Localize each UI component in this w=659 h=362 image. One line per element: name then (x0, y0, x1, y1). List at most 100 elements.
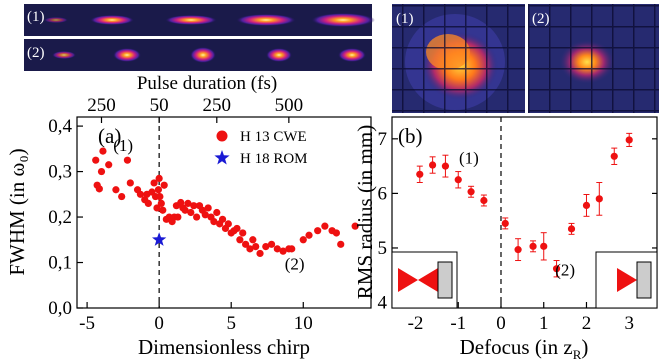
inset-focus-after (595, 251, 658, 309)
data-point (454, 176, 462, 184)
data-point-h13 (351, 222, 359, 230)
data-point-h13 (99, 147, 107, 155)
data-point-h13 (314, 227, 322, 235)
data-point-h13 (305, 231, 313, 239)
data-point-h13 (246, 245, 254, 253)
x-tick-label: -1 (450, 313, 466, 334)
chart-b-xlabel: Defocus (in zR) (460, 335, 589, 362)
chart-b: (b) -2 -1 0 1 2 3 4 5 6 7 (1) (2) RMS radius (in m… (353, 116, 658, 362)
data-point-h13 (150, 179, 158, 187)
annotation-label: (1) (459, 148, 479, 167)
harmonic-strips: (1) (2) (24, 4, 375, 71)
data-point-h13 (273, 245, 281, 253)
top-tick-label: 50 (150, 95, 169, 116)
data-point-h13 (155, 174, 163, 182)
data-point-h13 (154, 186, 163, 194)
data-point (540, 242, 548, 250)
chart-a-top-axis-label: Pulse duration (fs) (137, 73, 277, 94)
data-point-h13 (249, 236, 257, 244)
x-tick-label: 2 (582, 313, 592, 334)
data-point (501, 219, 509, 228)
chart-a-ticks: -5 0 5 10 0,0 0,1 0,2 0,3 0,4 250 50 250 500 (48, 95, 313, 334)
chart-b-xlabel-main: Defocus (in z (460, 335, 573, 359)
data-point-h13 (123, 156, 132, 164)
x-tick-label: 3 (624, 313, 634, 334)
y-tick-label: 0,4 (48, 116, 72, 137)
legend-item-h13-cwe: H 13 CWE (240, 129, 307, 145)
data-point (529, 242, 537, 250)
data-point-h13 (332, 229, 341, 237)
data-point-h13 (160, 181, 168, 189)
data-point-h13 (112, 186, 120, 194)
top-tick-label: 500 (275, 95, 304, 116)
x-tick-label: -5 (79, 313, 95, 334)
strip-label-1: (1) (27, 9, 45, 25)
data-point-h13 (193, 213, 201, 221)
chart-b-points (416, 132, 633, 278)
data-point-h13 (153, 204, 161, 212)
data-point (595, 195, 603, 203)
y-tick-label: 6 (378, 183, 388, 204)
data-point-h13 (233, 224, 241, 233)
strip-2-spots (52, 47, 366, 63)
y-tick-label: 0,2 (48, 207, 72, 228)
annotation-label: (1) (113, 136, 133, 155)
y-tick-label: 5 (378, 238, 388, 259)
y-tick-label: 0,3 (48, 162, 72, 183)
chart-a-xlabel: Dimensionless chirp (138, 335, 310, 359)
data-point-h13 (126, 179, 134, 187)
data-point-h13 (105, 161, 113, 169)
x-tick-label: 5 (226, 313, 236, 334)
y-tick-label: 0,1 (48, 253, 72, 274)
y-tick-label: 4 (378, 293, 388, 314)
x-tick-label: -2 (408, 313, 424, 334)
data-point (429, 161, 437, 169)
data-point (610, 152, 618, 160)
chart-b-xlabel-sub: R (573, 347, 582, 362)
inset-focus-before (391, 251, 458, 309)
top-tick-label: 250 (203, 95, 232, 116)
data-point-h13 (267, 240, 276, 248)
data-point-h13 (239, 229, 247, 237)
chart-b-panel-label: (b) (398, 124, 423, 148)
chart-a-points (92, 147, 359, 258)
data-point-h13 (321, 222, 329, 230)
data-point-h13 (242, 240, 250, 248)
chart-b-frame (391, 116, 658, 309)
data-point-h13 (157, 199, 165, 208)
data-point (467, 188, 475, 196)
x-tick-label: 10 (294, 313, 313, 334)
data-point-h13 (97, 167, 106, 176)
data-point-h13 (118, 192, 126, 201)
chart-a-annotations: (1) (2) (113, 136, 304, 273)
image-label-1: (1) (396, 11, 414, 27)
data-point (552, 265, 561, 273)
data-point-h13 (156, 192, 164, 201)
data-point-h13 (279, 247, 287, 255)
data-point (514, 246, 522, 254)
data-point-h13 (184, 199, 192, 208)
data-point-h13 (144, 199, 152, 208)
data-point-h13 (236, 236, 244, 244)
data-point (441, 162, 450, 170)
data-point-h13 (288, 245, 296, 253)
chart-a-panel-label: (a) (98, 124, 121, 148)
legend-star-marker (214, 150, 230, 165)
data-point-h13 (95, 185, 103, 193)
legend-circle-marker (216, 130, 228, 142)
image-label-2: (2) (532, 11, 550, 27)
data-point-h13 (136, 190, 145, 198)
data-point-h18 (152, 232, 167, 246)
y-tick-label: 7 (378, 129, 388, 150)
data-point-h13 (201, 211, 209, 219)
chart-b-xlabel-end: ) (581, 335, 588, 359)
data-point-h13 (337, 240, 345, 248)
chart-b-ylabel: RMS radius (in mm) (353, 125, 377, 299)
y-tick-label: 0,0 (48, 298, 72, 319)
data-point-h13 (181, 206, 189, 214)
chart-a: Pulse duration (fs) (a) H 13 CWE H 18 RO… (5, 73, 372, 359)
chart-b-ticks: -2 -1 0 1 2 3 4 5 6 7 (378, 117, 657, 334)
x-tick-label: 1 (539, 313, 549, 334)
data-point-h13 (159, 206, 167, 214)
